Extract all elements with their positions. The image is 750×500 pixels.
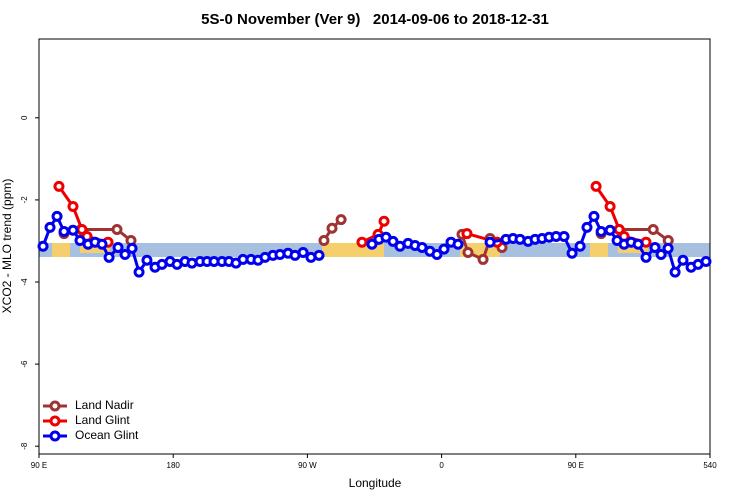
x-tick-label: 180 xyxy=(167,461,181,470)
legend-label: Ocean Glint xyxy=(75,428,139,442)
data-point xyxy=(655,249,667,261)
data-point xyxy=(44,221,56,233)
legend-marker xyxy=(49,415,61,427)
y-tick-label: -2 xyxy=(20,196,29,204)
data-point xyxy=(366,238,378,250)
data-point xyxy=(335,214,347,226)
data-point xyxy=(604,200,616,212)
data-point xyxy=(452,238,464,250)
data-point xyxy=(133,266,145,278)
data-point xyxy=(558,230,570,242)
y-tick-label: -6 xyxy=(20,360,29,368)
y-axis-label: XCO2 - MLO trend (ppm) xyxy=(0,179,14,314)
data-point xyxy=(67,200,79,212)
data-point xyxy=(581,221,593,233)
data-point xyxy=(51,210,63,222)
data-point xyxy=(37,240,49,252)
data-point xyxy=(662,242,674,254)
data-point xyxy=(484,236,496,248)
data-point xyxy=(438,243,450,255)
data-point xyxy=(111,223,123,235)
data-point xyxy=(649,242,661,254)
data-point xyxy=(640,251,652,263)
data-point xyxy=(590,180,602,192)
x-tick-label: 540 xyxy=(703,461,717,470)
data-point xyxy=(604,224,616,236)
data-point xyxy=(119,249,131,261)
x-tick-label: 90 W xyxy=(298,461,317,470)
data-point xyxy=(647,223,659,235)
x-axis-label: Longitude xyxy=(349,476,402,490)
data-point xyxy=(356,236,368,248)
data-point xyxy=(112,242,124,254)
x-tick-label: 90 E xyxy=(568,461,584,470)
data-point xyxy=(318,235,330,247)
data-point xyxy=(461,228,473,240)
data-point xyxy=(96,238,108,250)
data-point xyxy=(387,235,399,247)
data-point xyxy=(67,224,79,236)
data-point xyxy=(326,222,338,234)
legend-marker xyxy=(49,430,61,442)
x-tick-label: 0 xyxy=(439,461,444,470)
y-tick-label: -4 xyxy=(20,278,29,286)
y-tick-label: 0 xyxy=(20,115,29,120)
data-point xyxy=(595,226,607,238)
data-point xyxy=(632,238,644,250)
data-point xyxy=(462,246,474,258)
data-point xyxy=(669,266,681,278)
data-point xyxy=(588,210,600,222)
data-point xyxy=(378,215,390,227)
x-tick-label: 90 E xyxy=(31,461,47,470)
chart-title: 5S-0 November (Ver 9) 2014-09-06 to 2018… xyxy=(201,11,549,28)
y-tick-label: -8 xyxy=(20,442,29,450)
data-point xyxy=(477,253,489,265)
data-point xyxy=(566,247,578,259)
data-point xyxy=(677,254,689,266)
data-point xyxy=(58,226,70,238)
legend-label: Land Nadir xyxy=(75,398,134,412)
data-point xyxy=(53,180,65,192)
legend-marker xyxy=(49,400,61,412)
data-point xyxy=(431,249,443,261)
data-point xyxy=(141,254,153,266)
data-point xyxy=(126,242,138,254)
data-point xyxy=(103,251,115,263)
data-point xyxy=(700,255,712,267)
legend-label: Land Glint xyxy=(75,413,130,427)
data-point xyxy=(297,246,309,258)
data-point xyxy=(313,249,325,261)
data-point xyxy=(574,240,586,252)
